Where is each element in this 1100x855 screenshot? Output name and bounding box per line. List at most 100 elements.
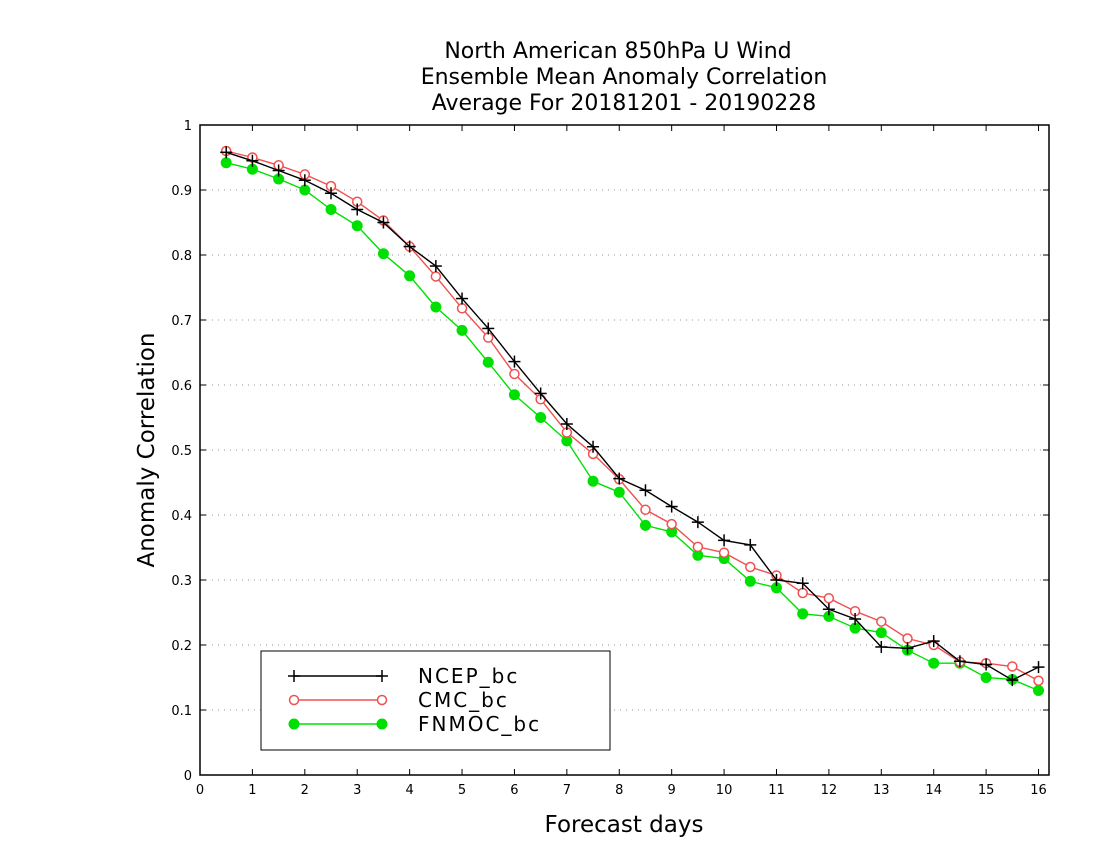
data-point-cmc-bc xyxy=(745,561,756,573)
data-point-fnmoc-bc xyxy=(299,184,311,196)
data-point-cmc-bc xyxy=(456,303,468,314)
series-layer xyxy=(220,145,1045,696)
y-axis-label: Anomaly Correlation xyxy=(134,332,160,567)
x-tick-label: 4 xyxy=(405,783,413,798)
data-point-ncep-bc xyxy=(377,216,390,229)
y-tick-label: 0.8 xyxy=(171,249,192,264)
data-point-fnmoc-bc xyxy=(220,157,232,169)
data-point-ncep-bc xyxy=(613,472,626,485)
series-line-fnmoc-bc xyxy=(226,162,1039,692)
data-point-fnmoc-bc xyxy=(744,575,756,587)
legend-marker-fnmoc-bc xyxy=(376,718,388,730)
data-point-fnmoc-bc xyxy=(535,412,547,423)
data-point-fnmoc-bc xyxy=(377,248,389,260)
legend-marker-ncep-bc xyxy=(376,670,388,682)
x-tick-label: 11 xyxy=(768,783,785,798)
data-point-ncep-bc xyxy=(1006,674,1019,687)
data-point-fnmoc-bc xyxy=(613,486,625,498)
legend-box xyxy=(260,650,611,751)
x-tick-label: 15 xyxy=(978,783,995,798)
tick-layer: 00.10.20.30.40.50.60.70.80.910 1 2 3 4 5 6 7 8 9 1… xyxy=(171,119,1049,798)
data-point-fnmoc-bc xyxy=(508,389,520,401)
x-axis-label: Forecast days xyxy=(545,812,704,838)
data-point-ncep-bc xyxy=(429,260,442,273)
data-point-cmc-bc xyxy=(640,504,651,516)
data-point-fnmoc-bc xyxy=(875,627,887,639)
data-point-ncep-bc xyxy=(849,613,862,625)
data-point-ncep-bc xyxy=(980,658,993,671)
series-fnmoc-bc xyxy=(220,157,1045,696)
y-tick-label: 0.7 xyxy=(171,314,192,329)
x-tick-label: 2 xyxy=(301,783,309,798)
series-line-ncep-bc xyxy=(225,151,1039,681)
data-point-cmc-bc xyxy=(1033,675,1044,686)
x-tick-label: 10 xyxy=(716,783,733,798)
data-point-ncep-bc xyxy=(220,146,233,159)
data-point-ncep-bc xyxy=(953,655,966,668)
y-tick-label: 0.9 xyxy=(171,184,192,199)
data-point-fnmoc-bc xyxy=(430,301,442,313)
y-tick-label: 0.2 xyxy=(171,639,192,654)
data-point-ncep-bc xyxy=(508,355,521,368)
x-tick-label: 12 xyxy=(821,783,838,798)
legend-label-ncep-bc: NCEP_bc xyxy=(418,664,519,688)
data-point-cmc-bc xyxy=(902,633,913,644)
data-point-fnmoc-bc xyxy=(404,270,416,282)
data-point-cmc-bc xyxy=(692,541,704,553)
x-tick-label: 0 xyxy=(196,783,204,798)
x-tick-label: 9 xyxy=(668,783,676,798)
data-point-fnmoc-bc xyxy=(1033,685,1045,696)
x-tick-label: 5 xyxy=(458,783,466,798)
data-point-ncep-bc xyxy=(351,203,364,216)
data-point-cmc-bc xyxy=(1007,661,1018,672)
data-point-cmc-bc xyxy=(823,592,835,604)
data-point-ncep-bc xyxy=(482,322,495,335)
y-tick-label: 0 xyxy=(184,769,192,784)
y-tick-label: 0.3 xyxy=(171,574,192,589)
data-point-cmc-bc xyxy=(718,547,730,558)
data-point-ncep-bc xyxy=(770,574,783,586)
data-point-ncep-bc xyxy=(534,387,547,400)
data-point-fnmoc-bc xyxy=(797,608,809,620)
data-point-ncep-bc xyxy=(456,292,469,305)
legend-label-fnmoc-bc: FNMOC_bc xyxy=(418,712,541,736)
data-point-cmc-bc xyxy=(509,368,520,380)
data-point-fnmoc-bc xyxy=(639,519,651,531)
data-point-ncep-bc xyxy=(639,484,652,497)
series-ncep-bc xyxy=(220,146,1045,687)
data-point-cmc-bc xyxy=(876,616,887,627)
data-point-ncep-bc xyxy=(875,640,888,653)
data-point-ncep-bc xyxy=(272,164,285,177)
data-point-fnmoc-bc xyxy=(928,657,940,669)
data-point-ncep-bc xyxy=(927,635,940,648)
data-point-ncep-bc xyxy=(403,240,416,253)
data-point-ncep-bc xyxy=(744,538,757,551)
data-point-ncep-bc xyxy=(298,174,311,187)
chart-title: North American 850hPa U Wind Ensemble Me… xyxy=(421,39,828,116)
data-point-ncep-bc xyxy=(1032,661,1045,674)
data-point-ncep-bc xyxy=(325,187,338,200)
data-point-ncep-bc xyxy=(665,500,678,513)
y-tick-label: 0.4 xyxy=(171,509,192,524)
x-tick-label: 8 xyxy=(615,783,623,798)
data-point-fnmoc-bc xyxy=(351,220,363,232)
data-point-cmc-bc xyxy=(666,518,677,530)
data-point-ncep-bc xyxy=(822,603,835,616)
data-point-ncep-bc xyxy=(691,516,704,529)
series-cmc-bc xyxy=(220,145,1044,686)
legend-marker-cmc-bc xyxy=(288,694,300,706)
data-point-ncep-bc xyxy=(560,418,573,430)
data-point-ncep-bc xyxy=(796,577,809,590)
x-tick-label: 14 xyxy=(925,783,942,798)
x-tick-label: 16 xyxy=(1030,783,1047,798)
legend-label-cmc-bc: CMC_bc xyxy=(418,688,509,712)
y-tick-label: 1 xyxy=(184,119,192,134)
chart-title-line-1: North American 850hPa U Wind xyxy=(444,39,791,64)
legend-marker-fnmoc-bc xyxy=(288,718,300,730)
x-tick-label: 3 xyxy=(353,783,361,798)
y-tick-label: 0.5 xyxy=(171,444,192,459)
x-tick-label: 1 xyxy=(248,783,256,798)
y-tick-label: 0.1 xyxy=(171,704,192,719)
